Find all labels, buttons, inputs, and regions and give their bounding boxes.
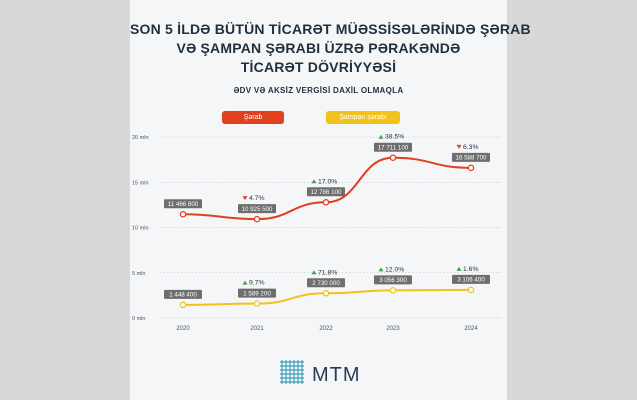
change-label: 4.7% [249, 195, 265, 202]
value-label-box [374, 142, 412, 152]
x-tick-label: 2024 [464, 326, 478, 332]
data-label: 1 589 200 [243, 290, 271, 297]
data-label: 3 106 400 [457, 277, 485, 284]
data-point [322, 290, 330, 297]
change-label: 71.8% [318, 269, 337, 276]
change-label: 6.3% [463, 144, 479, 151]
change-down-icon [456, 144, 462, 149]
change-label: 9.7% [249, 280, 265, 287]
change-up-icon [311, 270, 317, 275]
change-up-icon [242, 280, 248, 285]
change-label: 12.0% [385, 266, 404, 273]
value-label-box [374, 275, 412, 285]
change-down-icon [242, 196, 248, 201]
value-label-box [452, 274, 490, 284]
x-tick-label: 2020 [176, 326, 190, 332]
mtm-logo-mark [280, 360, 304, 384]
value-label-box [307, 278, 345, 288]
logo: MTM [130, 358, 507, 388]
data-point [389, 287, 397, 294]
x-tick-label: 2023 [386, 326, 400, 332]
data-label: 2 730 000 [312, 280, 340, 287]
infographic-card: SON 5 İLDƏ BÜTÜN TİCARƏT MÜƏSSİSƏLƏRİNDƏ… [130, 0, 531, 400]
data-label: 17 711 100 [378, 145, 409, 152]
change-up-icon [456, 266, 462, 271]
legend-champagne: Şampan şərabı [326, 111, 400, 124]
data-point [179, 210, 187, 218]
data-point [253, 300, 261, 307]
change-up-icon [378, 134, 384, 139]
data-label: 3 056 300 [379, 277, 407, 284]
line-chart: 0 mln 5 mln 10 mln 15 mln 20 mln 2020 2021 2022… [132, 134, 502, 332]
change-label: 17.0% [318, 178, 337, 185]
data-label: 11 466 800 [168, 201, 199, 208]
change-label: 38.5% [385, 134, 404, 141]
y-tick-label: 20 mln [132, 135, 149, 141]
value-label-box [238, 288, 276, 298]
y-tick-label: 10 mln [132, 226, 149, 232]
data-label: 16 588 700 [456, 155, 488, 162]
data-point [179, 301, 187, 309]
data-point [322, 199, 330, 206]
title-line-1: SON 5 İLDƏ BÜTÜN TİCARƏT MÜƏSSİSƏLƏRİNDƏ… [130, 21, 531, 37]
change-up-icon [311, 179, 317, 184]
legend-wine: Şərab [222, 111, 284, 124]
chart-subtitle: ƏDV VƏ AKSİZ VERGİSİ DAXİL OLMAQLA [233, 86, 404, 95]
data-label: 1 448 400 [169, 292, 197, 299]
title-line-2: VƏ ŞAMPAN ŞƏRABI ÜZRƏ PƏRAKƏNDƏ [176, 40, 461, 56]
value-label-box [164, 289, 202, 299]
value-label-box [452, 152, 490, 162]
data-point [389, 154, 397, 161]
change-label: 1.6% [463, 266, 479, 273]
logo-text: MTM [312, 364, 361, 386]
value-label-box [238, 204, 276, 214]
data-point [467, 286, 475, 294]
background-left [0, 0, 130, 400]
value-label-box [164, 199, 202, 209]
data-point [253, 215, 261, 223]
y-tick-label: 0 mln [132, 316, 145, 322]
data-label: 12 786 100 [311, 189, 343, 196]
background-right [507, 0, 637, 400]
data-point [467, 164, 475, 172]
change-up-icon [378, 267, 384, 272]
title-line-3: TİCARƏT DÖVRİYYƏSİ [240, 59, 397, 75]
x-tick-label: 2021 [250, 326, 264, 332]
chart-title: SON 5 İLDƏ BÜTÜN TİCARƏT MÜƏSSİSƏLƏRİNDƏ… [130, 20, 531, 77]
y-tick-label: 15 mln [132, 180, 149, 186]
value-label-box [307, 187, 345, 197]
x-tick-label: 2022 [319, 326, 333, 332]
data-label: 10 925 500 [242, 206, 274, 213]
y-tick-label: 5 mln [132, 271, 145, 277]
